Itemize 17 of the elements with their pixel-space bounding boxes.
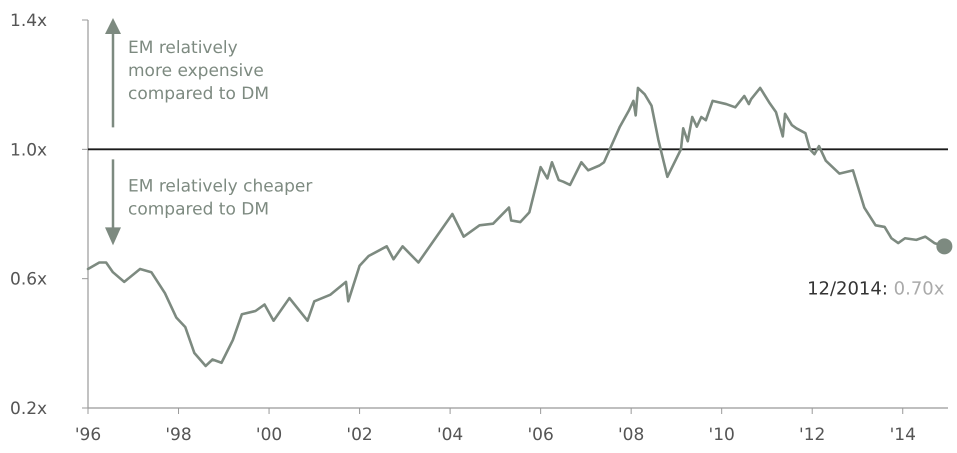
x-tick-label: '08 xyxy=(618,425,644,445)
y-tick-label: 1.0x xyxy=(10,140,48,160)
x-tick-label: '98 xyxy=(165,425,192,445)
annotation: EM relatively more expensive compared to DM xyxy=(128,38,270,104)
x-tick-label: '04 xyxy=(436,425,464,445)
y-tick-label: 1.4x xyxy=(10,10,48,31)
x-tick-label: '12 xyxy=(799,425,826,445)
annotation: EM relatively cheaper compared to DM xyxy=(128,176,312,220)
x-tick-label: '00 xyxy=(256,425,282,445)
y-tick-label: 0.2x xyxy=(10,398,48,419)
annotation: 12/2014: 0.70x xyxy=(807,278,945,300)
x-tick-label: '14 xyxy=(890,425,916,445)
x-tick-label: '10 xyxy=(708,425,735,445)
x-tick-label: '02 xyxy=(346,425,373,445)
y-tick-label: 0.6x xyxy=(10,270,48,290)
x-tick-label: '96 xyxy=(74,425,102,445)
x-tick-label: '06 xyxy=(527,425,554,445)
